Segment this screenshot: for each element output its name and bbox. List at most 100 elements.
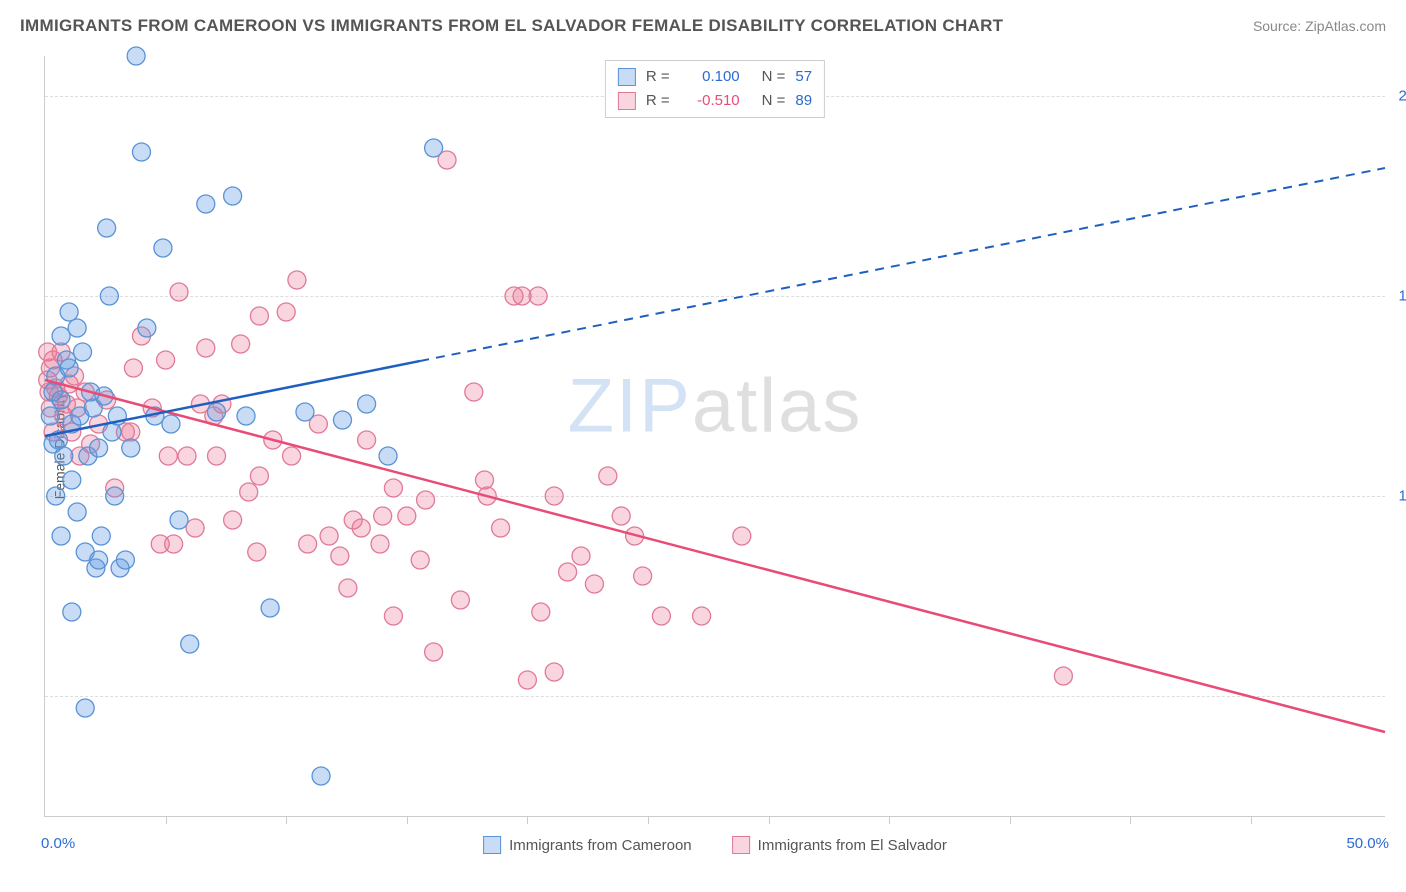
title-bar: IMMIGRANTS FROM CAMEROON VS IMMIGRANTS F… — [20, 16, 1386, 36]
scatter-point — [98, 219, 116, 237]
r-value: -0.510 — [680, 89, 740, 113]
plot-area: ZIPatlas R =0.100N =57R =-0.510N =89 0.0… — [44, 56, 1385, 817]
x-legend-item: Immigrants from Cameroon — [483, 836, 692, 854]
scatter-point — [208, 403, 226, 421]
scatter-point — [181, 635, 199, 653]
scatter-point — [733, 527, 751, 545]
x-tick-mark — [889, 816, 890, 824]
scatter-point — [288, 271, 306, 289]
scatter-point — [197, 339, 215, 357]
scatter-point — [612, 507, 630, 525]
x-tick-mark — [769, 816, 770, 824]
n-label: N = — [762, 89, 786, 113]
scatter-point — [165, 535, 183, 553]
scatter-point — [68, 319, 86, 337]
scatter-point — [331, 547, 349, 565]
scatter-point — [339, 579, 357, 597]
n-label: N = — [762, 65, 786, 89]
x-tick-mark — [1251, 816, 1252, 824]
scatter-point — [465, 383, 483, 401]
scatter-point — [186, 519, 204, 537]
scatter-point — [122, 439, 140, 457]
x-tick-mark — [286, 816, 287, 824]
x-tick-mark — [1010, 816, 1011, 824]
scatter-point — [224, 187, 242, 205]
scatter-point — [170, 283, 188, 301]
scatter-point — [333, 411, 351, 429]
scatter-point — [138, 319, 156, 337]
scatter-point — [384, 607, 402, 625]
scatter-point — [100, 287, 118, 305]
scatter-point — [529, 287, 547, 305]
scatter-point — [599, 467, 617, 485]
scatter-point — [545, 487, 563, 505]
scatter-point — [157, 351, 175, 369]
scatter-point — [572, 547, 590, 565]
scatter-point — [545, 663, 563, 681]
scatter-point — [425, 643, 443, 661]
source-label: Source: ZipAtlas.com — [1253, 18, 1386, 34]
scatter-point — [47, 487, 65, 505]
scatter-point — [384, 479, 402, 497]
x-tick-mark — [648, 816, 649, 824]
r-label: R = — [646, 89, 670, 113]
scatter-point — [250, 467, 268, 485]
n-value: 89 — [795, 89, 812, 113]
scatter-point — [63, 471, 81, 489]
scatter-point — [320, 527, 338, 545]
scatter-point — [178, 447, 196, 465]
x-tick-mark — [166, 816, 167, 824]
chart-title: IMMIGRANTS FROM CAMEROON VS IMMIGRANTS F… — [20, 16, 1003, 36]
n-value: 57 — [795, 65, 812, 89]
scatter-point — [476, 471, 494, 489]
scatter-point — [74, 343, 92, 361]
scatter-point — [90, 551, 108, 569]
scatter-point — [451, 591, 469, 609]
scatter-point — [693, 607, 711, 625]
x-legend-label: Immigrants from El Salvador — [758, 837, 947, 854]
scatter-point — [248, 543, 266, 561]
y-tick-label: 15.0% — [1398, 288, 1406, 305]
scatter-point — [358, 431, 376, 449]
legend-swatch — [618, 68, 636, 86]
regression-line-pink — [45, 380, 1385, 732]
scatter-point — [299, 535, 317, 553]
scatter-point — [162, 415, 180, 433]
scatter-point — [379, 447, 397, 465]
scatter-point — [116, 551, 134, 569]
stat-legend: R = 0.100 N = 57 R = -0.510 N = 89 — [605, 60, 825, 118]
y-tick-label: 10.0% — [1398, 488, 1406, 505]
x-legend-item: Immigrants from El Salvador — [732, 836, 947, 854]
x-tick-mark — [1130, 816, 1131, 824]
x-axis-legend: Immigrants from Cameroon Immigrants from … — [483, 836, 947, 854]
x-axis-max-label: 50.0% — [1346, 835, 1389, 852]
x-tick-mark — [527, 816, 528, 824]
scatter-point — [374, 507, 392, 525]
scatter-point — [159, 447, 177, 465]
scatter-point — [283, 447, 301, 465]
scatter-point — [261, 599, 279, 617]
scatter-point — [358, 395, 376, 413]
scatter-point — [39, 343, 57, 361]
scatter-point — [197, 195, 215, 213]
scatter-point — [296, 403, 314, 421]
scatter-point — [559, 563, 577, 581]
scatter-point — [232, 335, 250, 353]
scatter-point — [425, 139, 443, 157]
scatter-point — [170, 511, 188, 529]
scatter-point — [63, 603, 81, 621]
scatter-point — [132, 143, 150, 161]
scatter-point — [417, 491, 435, 509]
scatter-point — [122, 423, 140, 441]
scatter-point — [60, 303, 78, 321]
scatter-point — [411, 551, 429, 569]
scatter-point — [103, 423, 121, 441]
r-value: 0.100 — [680, 65, 740, 89]
scatter-plot-svg — [45, 56, 1385, 816]
y-tick-label: 20.0% — [1398, 88, 1406, 105]
scatter-point — [52, 327, 70, 345]
scatter-point — [154, 239, 172, 257]
r-label: R = — [646, 65, 670, 89]
scatter-point — [371, 535, 389, 553]
scatter-point — [398, 507, 416, 525]
